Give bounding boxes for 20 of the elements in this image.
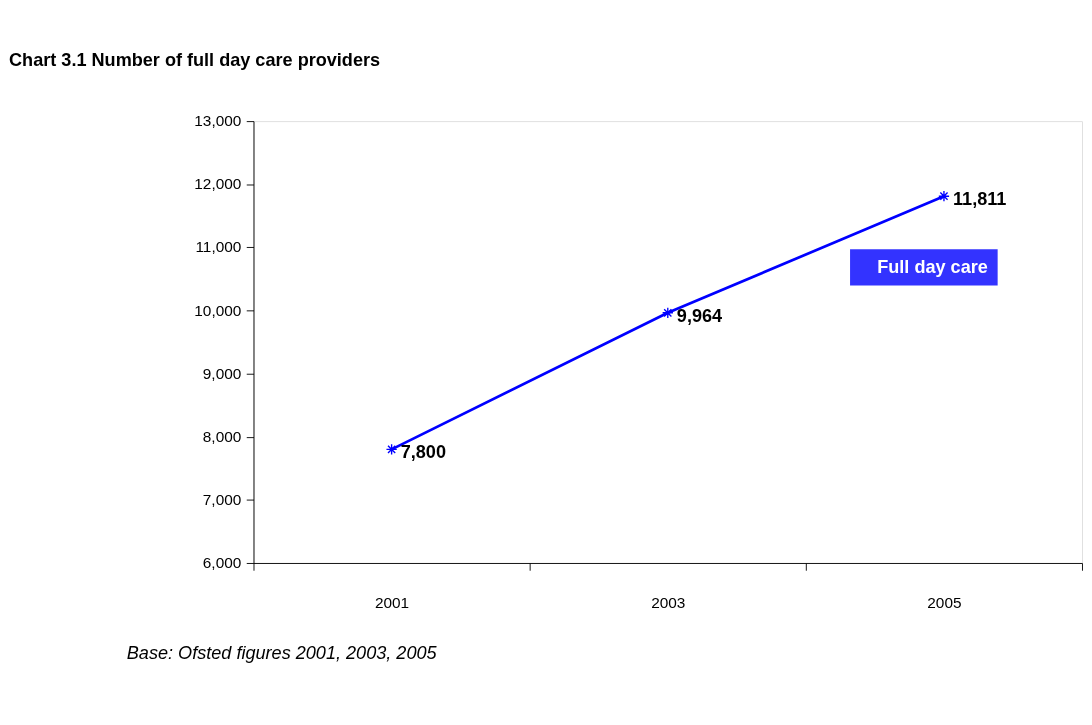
point	[661, 306, 674, 319]
point	[385, 443, 398, 456]
y-tick-label: 10,000	[194, 301, 242, 319]
chart-title: Chart 3.1 Number of full day care providers	[9, 49, 381, 70]
data-label: 9,964	[676, 305, 723, 326]
y-tick-label: 12,000	[194, 175, 242, 193]
y-tick-label: 7,000	[202, 490, 242, 508]
y-tick-label: 11,000	[195, 238, 242, 256]
point	[938, 190, 950, 203]
x-tick-label: 2001	[374, 593, 410, 611]
y-tick-label: 8,000	[202, 427, 242, 445]
y-tick-label: 9,000	[202, 364, 242, 382]
text: Base: Ofsted figures 2001, 2003, 2005	[126, 643, 438, 663]
x-tick-label: 2003	[651, 593, 686, 611]
series-label: Full day care	[877, 256, 988, 277]
data-label: 7,800	[400, 442, 446, 463]
y-tick-label: 6,000	[202, 554, 242, 571]
x-tick-label: 2005	[927, 593, 962, 611]
y-tick-label: 13,000	[194, 112, 242, 130]
data-label: 11,811	[953, 189, 1007, 210]
